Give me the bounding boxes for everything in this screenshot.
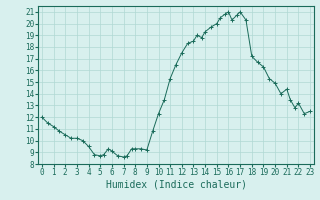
X-axis label: Humidex (Indice chaleur): Humidex (Indice chaleur): [106, 180, 246, 190]
